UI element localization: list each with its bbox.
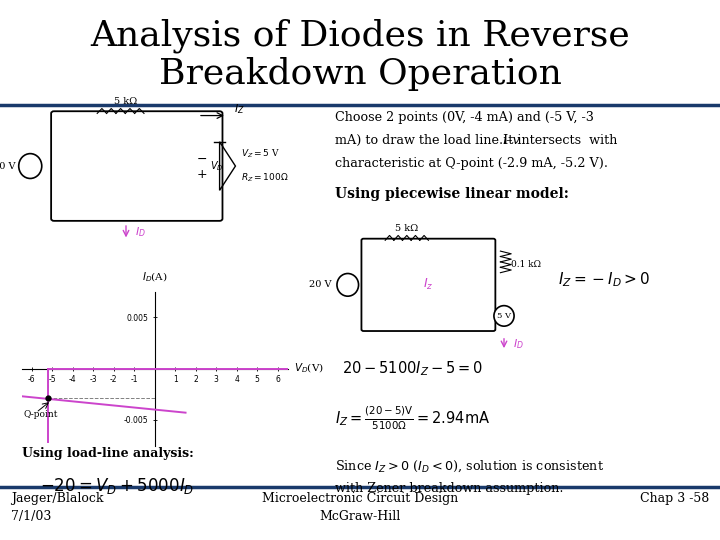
Text: 5 V: 5 V <box>497 312 511 320</box>
Text: Jaeger/Blalock
7/1/03: Jaeger/Blalock 7/1/03 <box>11 492 103 523</box>
Text: $+$: $+$ <box>196 167 207 181</box>
Text: $I_D$: $I_D$ <box>135 225 145 239</box>
Text: 5 kΩ: 5 kΩ <box>114 97 138 106</box>
Text: Since $I_Z>0$ ($I_D<0$), solution is consistent: Since $I_Z>0$ ($I_D<0$), solution is con… <box>335 459 604 475</box>
Ellipse shape <box>494 306 514 326</box>
Text: $R_Z=100\Omega$: $R_Z=100\Omega$ <box>241 172 289 184</box>
Text: Analysis of Diodes in Reverse: Analysis of Diodes in Reverse <box>90 19 630 53</box>
Text: mA) to draw the load line.It intersects  with: mA) to draw the load line.It intersects … <box>335 134 621 147</box>
Text: with Zener breakdown assumption.: with Zener breakdown assumption. <box>335 482 563 495</box>
Text: $20-5100I_Z-5=0$: $20-5100I_Z-5=0$ <box>342 359 483 378</box>
Ellipse shape <box>19 153 42 178</box>
Text: $I_D$: $I_D$ <box>513 337 523 351</box>
Text: 20 V: 20 V <box>309 280 331 289</box>
Text: Q-point: Q-point <box>24 410 58 419</box>
Text: $-20=V_D+5000I_D$: $-20=V_D+5000I_D$ <box>40 476 194 496</box>
Text: $I_Z$: $I_Z$ <box>234 102 245 116</box>
Text: $I_z$: $I_z$ <box>423 278 433 292</box>
Text: i–v: i–v <box>503 134 521 147</box>
Text: $V_D$: $V_D$ <box>210 159 224 173</box>
Text: $I_Z=\frac{(20-5)\mathrm{V}}{5100\Omega}=2.94\mathrm{mA}$: $I_Z=\frac{(20-5)\mathrm{V}}{5100\Omega}… <box>335 405 490 433</box>
Text: Using load-line analysis:: Using load-line analysis: <box>22 447 194 460</box>
Text: 20 V: 20 V <box>0 161 15 171</box>
Text: $-$: $-$ <box>196 151 207 165</box>
FancyBboxPatch shape <box>361 239 495 331</box>
Text: Chap 3 -58: Chap 3 -58 <box>640 492 709 505</box>
Text: $V_Z=5$ V: $V_Z=5$ V <box>241 148 280 160</box>
Text: Breakdown Operation: Breakdown Operation <box>158 57 562 91</box>
Text: $V_D$(V): $V_D$(V) <box>294 362 324 375</box>
Text: Microelectronic Circuit Design
McGraw-Hill: Microelectronic Circuit Design McGraw-Hi… <box>262 492 458 523</box>
FancyBboxPatch shape <box>51 111 222 221</box>
Text: 5 kΩ: 5 kΩ <box>395 224 418 233</box>
Text: Using piecewise linear model:: Using piecewise linear model: <box>335 187 569 201</box>
Text: $I_Z=-I_D>0$: $I_Z=-I_D>0$ <box>558 270 650 289</box>
Text: Choose 2 points (0V, -4 mA) and (-5 V, -3: Choose 2 points (0V, -4 mA) and (-5 V, -… <box>335 111 594 124</box>
Text: characteristic at Q-point (-2.9 mA, -5.2 V).: characteristic at Q-point (-2.9 mA, -5.2… <box>335 157 608 170</box>
Text: $I_D$(A): $I_D$(A) <box>142 271 168 285</box>
Text: 0.1 kΩ: 0.1 kΩ <box>511 260 541 269</box>
Ellipse shape <box>337 273 359 296</box>
